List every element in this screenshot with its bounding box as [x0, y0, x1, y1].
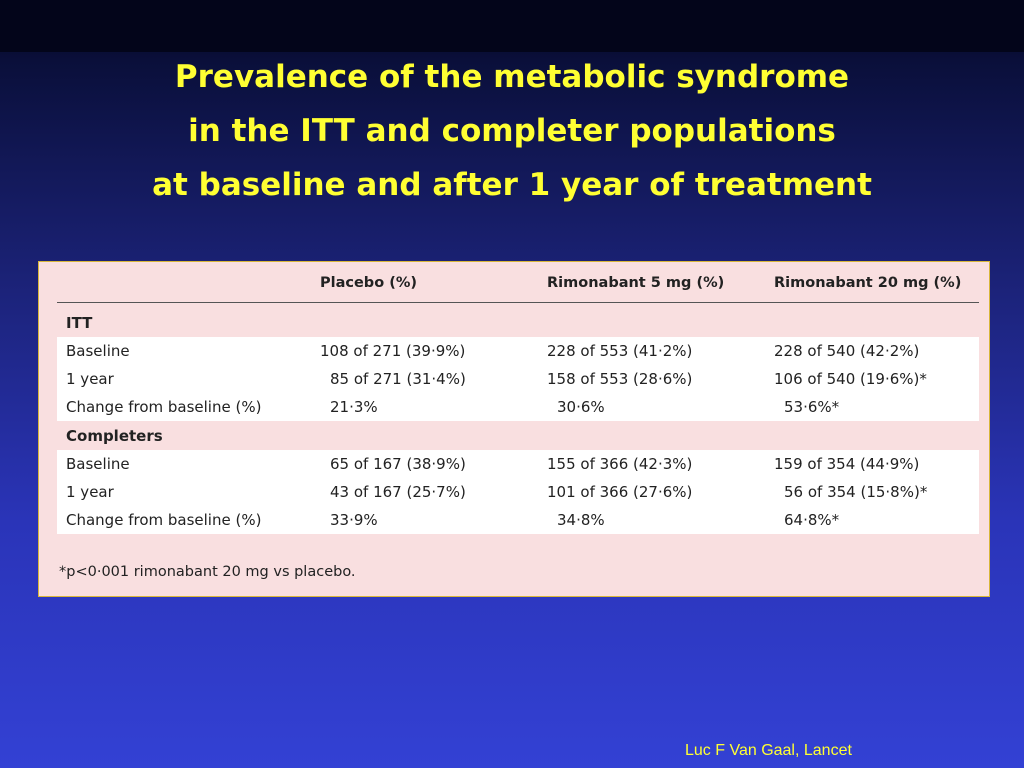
row-label: Baseline [66, 455, 130, 473]
title-line-2: in the ITT and completer populations [188, 113, 836, 149]
placebo-value: 21·3% [330, 398, 378, 416]
table-row: 1 year 85 of 271 (31·4%) 158 of 553 (28·… [57, 365, 979, 393]
row-label: Change from baseline (%) [66, 398, 262, 416]
section-label-completers: Completers [66, 427, 163, 445]
rimonabant-20mg-value: 53·6%* [784, 398, 840, 416]
rimonabant-20mg-value: 228 of 540 (42·2%) [774, 342, 920, 360]
header-rimonabant-5mg: Rimonabant 5 mg (%) [547, 275, 725, 291]
row-label: Change from baseline (%) [66, 511, 262, 529]
itt-rows: Baseline 108 of 271 (39·9%) 228 of 553 (… [57, 337, 979, 421]
title-line-1: Prevalence of the metabolic syndrome [174, 59, 850, 95]
title-line-3: at baseline and after 1 year of treatmen… [152, 167, 872, 203]
placebo-value: 85 of 271 (31·4%) [330, 370, 466, 388]
table-row: Baseline 65 of 167 (38·9%) 155 of 366 (4… [57, 450, 979, 478]
rimonabant-5mg-value: 34·8% [557, 511, 605, 529]
rimonabant-5mg-value: 155 of 366 (42·3%) [547, 455, 693, 473]
table-row: 1 year 43 of 167 (25·7%) 101 of 366 (27·… [57, 478, 979, 506]
rimonabant-20mg-value: 56 of 354 (15·8%)* [784, 483, 928, 501]
header-divider [57, 302, 979, 303]
placebo-value: 43 of 167 (25·7%) [330, 483, 466, 501]
row-label: 1 year [66, 370, 114, 388]
header-rimonabant-20mg: Rimonabant 20 mg (%) [774, 275, 962, 291]
placebo-value: 33·9% [330, 511, 378, 529]
rimonabant-5mg-value: 228 of 553 (41·2%) [547, 342, 693, 360]
source-credit: Luc F Van Gaal, Lancet [685, 742, 852, 759]
slide-title: Prevalence of the metabolic syndrome in … [0, 50, 1024, 212]
rimonabant-5mg-value: 30·6% [557, 398, 605, 416]
placebo-value: 108 of 271 (39·9%) [320, 342, 466, 360]
rimonabant-20mg-value: 159 of 354 (44·9%) [774, 455, 920, 473]
header-placebo: Placebo (%) [320, 275, 417, 291]
rimonabant-5mg-value: 158 of 553 (28·6%) [547, 370, 693, 388]
table-footnote: *p<0·001 rimonabant 20 mg vs placebo. [59, 564, 356, 580]
completers-rows: Baseline 65 of 167 (38·9%) 155 of 366 (4… [57, 450, 979, 534]
rimonabant-20mg-value: 106 of 540 (19·6%)* [774, 370, 927, 388]
rimonabant-20mg-value: 64·8%* [784, 511, 840, 529]
section-label-itt: ITT [66, 314, 93, 332]
placebo-value: 65 of 167 (38·9%) [330, 455, 466, 473]
row-label: Baseline [66, 342, 130, 360]
row-label: 1 year [66, 483, 114, 501]
table-row: Change from baseline (%) 21·3% 30·6% 53·… [57, 393, 979, 421]
rimonabant-5mg-value: 101 of 366 (27·6%) [547, 483, 693, 501]
table-row: Baseline 108 of 271 (39·9%) 228 of 553 (… [57, 337, 979, 365]
top-dark-band [0, 0, 1024, 52]
prevalence-table: Placebo (%) Rimonabant 5 mg (%) Rimonaba… [38, 261, 990, 597]
table-row: Change from baseline (%) 33·9% 34·8% 64·… [57, 506, 979, 534]
